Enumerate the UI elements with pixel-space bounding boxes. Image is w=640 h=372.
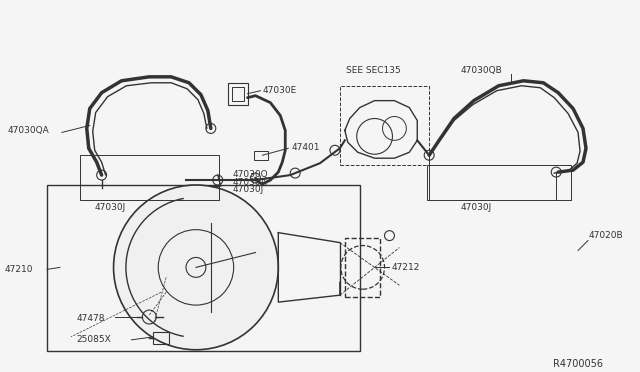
Bar — [345, 238, 380, 297]
Text: 47030Q: 47030Q — [233, 170, 268, 179]
Text: 47401: 47401 — [291, 143, 320, 152]
Bar — [232, 87, 244, 101]
Circle shape — [113, 185, 278, 350]
Text: 47030J: 47030J — [233, 186, 264, 195]
Text: 47030QB: 47030QB — [461, 66, 502, 76]
Text: 47030A: 47030A — [233, 177, 268, 186]
Bar — [47, 185, 360, 351]
Bar — [153, 332, 169, 344]
Bar — [80, 155, 219, 200]
Text: 25085X: 25085X — [77, 335, 111, 344]
Bar — [427, 165, 571, 200]
Bar — [340, 86, 429, 165]
Text: 47030J: 47030J — [461, 203, 492, 212]
Text: 47020B: 47020B — [589, 231, 623, 240]
Bar — [228, 83, 248, 105]
Text: 47212: 47212 — [392, 263, 420, 272]
Text: 47030QA: 47030QA — [7, 126, 49, 135]
Text: 47478: 47478 — [77, 314, 106, 323]
Text: SEE SEC135: SEE SEC135 — [346, 66, 401, 76]
Bar — [255, 151, 268, 160]
Text: 47030E: 47030E — [262, 86, 297, 95]
Text: 47030J: 47030J — [95, 203, 126, 212]
Text: 47210: 47210 — [4, 265, 33, 274]
Text: R4700056: R4700056 — [553, 359, 604, 369]
